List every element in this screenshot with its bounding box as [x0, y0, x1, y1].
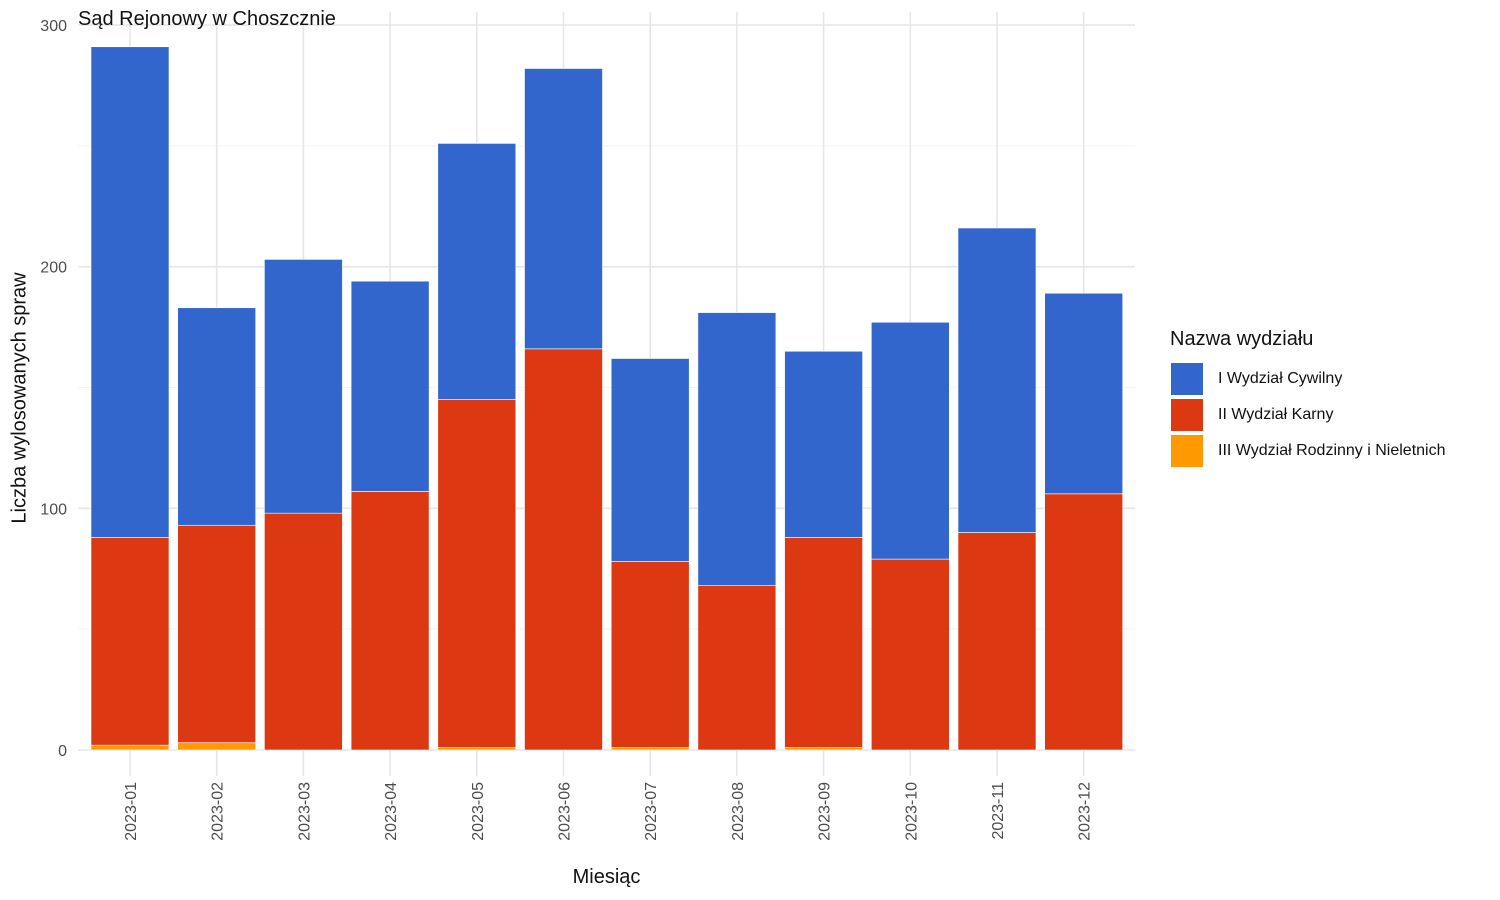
bar-segment-2023-02-1 [177, 307, 256, 526]
bar-segment-2023-12-2 [1044, 493, 1123, 751]
legend-label-cywilny: I Wydział Cywilny [1218, 370, 1343, 387]
bar-segment-2023-08-1 [697, 312, 777, 586]
y-tick-label: 100 [40, 501, 67, 518]
x-axis-label: Miesiąc [572, 866, 641, 888]
y-axis-label: Liczba wylosowanych spraw [8, 272, 31, 524]
y-tick-label: 200 [40, 260, 67, 277]
bar-segment-2023-03-1 [264, 259, 343, 514]
bar-segment-2023-09-2 [784, 537, 863, 748]
x-tick-label: 2023-06 [557, 782, 574, 841]
x-tick-label: 2023-05 [470, 782, 487, 841]
x-tick-label: 2023-01 [123, 782, 140, 841]
x-tick-label: 2023-03 [296, 782, 313, 841]
bar-segment-2023-04-1 [350, 280, 430, 492]
bar-segment-2023-07-2 [610, 561, 690, 748]
legend-swatch-rodzinny [1170, 434, 1204, 468]
legend-label-karny: II Wydział Karny [1218, 406, 1334, 423]
x-tick-label: 2023-08 [730, 782, 747, 841]
bar-segment-2023-10-1 [870, 321, 950, 560]
x-tick-label: 2023-02 [210, 782, 227, 841]
bar-segment-2023-07-3 [610, 747, 690, 751]
y-tick-label: 0 [58, 743, 67, 760]
legend-title: Nazwa wydziału [1170, 328, 1314, 350]
x-tick-label: 2023-07 [643, 782, 660, 841]
x-tick-label: 2023-12 [1077, 782, 1094, 841]
y-tick-label: 300 [40, 18, 67, 35]
bar-segment-2023-11-1 [957, 227, 1037, 533]
x-tick-label: 2023-11 [990, 782, 1007, 840]
bar-segment-2023-02-2 [177, 524, 256, 744]
bar-segment-2023-08-2 [697, 585, 777, 751]
bar-segment-2023-09-3 [784, 747, 863, 751]
bar-segment-2023-12-1 [1044, 292, 1123, 495]
x-tick-label: 2023-04 [383, 782, 400, 841]
chart-title: Sąd Rejonowy w Choszcznie [78, 8, 336, 30]
bar-segment-2023-09-1 [784, 350, 863, 538]
bar-segment-2023-05-1 [437, 143, 517, 400]
legend-swatch-cywilny [1170, 362, 1204, 396]
y-axis-ticks: 0 100 200 300 [40, 18, 67, 760]
bar-segment-2023-01-1 [90, 46, 170, 538]
legend-item-karny: II Wydział Karny [1170, 397, 1446, 433]
bar-segment-2023-04-2 [350, 491, 430, 751]
x-tick-label: 2023-09 [817, 782, 834, 841]
bar-segment-2023-03-2 [264, 512, 343, 751]
bar-segment-2023-05-3 [437, 747, 517, 751]
legend-item-rodzinny: III Wydział Rodzinny i Nieletnich [1170, 433, 1446, 469]
bar-segment-2023-07-1 [610, 358, 690, 562]
legend: Nazwa wydziału I Wydział Cywilny II Wydz… [1170, 328, 1446, 469]
bar-segment-2023-02-3 [177, 742, 256, 751]
bar-segment-2023-05-2 [437, 399, 517, 748]
legend-item-cywilny: I Wydział Cywilny [1170, 361, 1446, 397]
bar-segment-2023-01-2 [90, 537, 170, 746]
x-tick-label: 2023-10 [903, 782, 920, 841]
bar-segment-2023-10-2 [870, 558, 950, 751]
bar-segment-2023-01-3 [90, 744, 170, 751]
bar-segment-2023-06-2 [524, 348, 603, 751]
legend-label-rodzinny: III Wydział Rodzinny i Nieletnich [1218, 442, 1446, 459]
bar-segment-2023-06-1 [524, 68, 603, 350]
legend-swatch-karny [1170, 398, 1204, 432]
bar-segment-2023-11-2 [957, 532, 1037, 751]
x-axis-ticks: 2023-01 2023-02 2023-03 2023-04 2023-05 2023-… [123, 782, 1094, 841]
bars [90, 46, 1123, 751]
